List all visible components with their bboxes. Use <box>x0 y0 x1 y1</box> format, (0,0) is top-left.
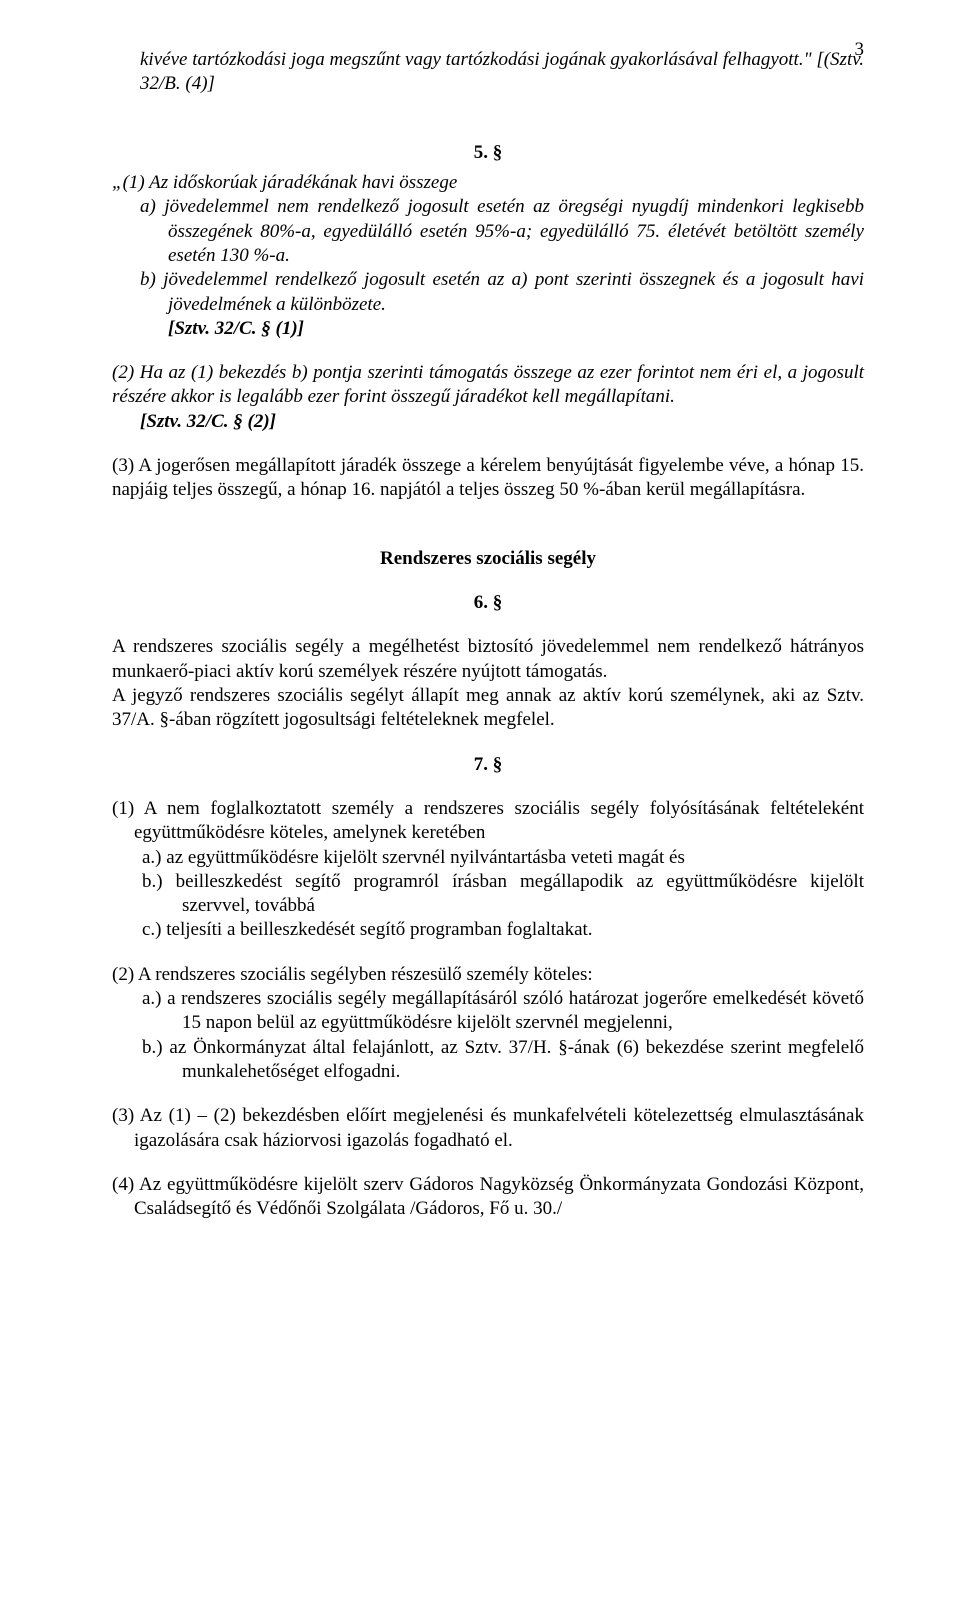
document-page: 3 kivéve tartózkodási joga megszűnt vagy… <box>0 0 960 1603</box>
sec5-p1-lead: „(1) Az időskorúak járadékának havi össz… <box>112 171 864 195</box>
sec7-p2-lead: (2) A rendszeres szociális segélyben rés… <box>112 963 864 987</box>
section-6-number: 6. § <box>112 591 864 615</box>
sec7-p2-a: a.) a rendszeres szociális segély megáll… <box>112 987 864 1036</box>
sec5-p3: (3) A jogerősen megállapított járadék ös… <box>112 454 864 503</box>
sec7-p2-b: b.) az Önkormányzat által felajánlott, a… <box>112 1036 864 1085</box>
sec5-p1-cite-text: [Sztv. 32/C. § (1)] <box>168 318 304 339</box>
sec7-p3: (3) Az (1) – (2) bekezdésben előírt megj… <box>112 1104 864 1153</box>
sec7-p1-c: c.) teljesíti a beilleszkedését segítő p… <box>112 918 864 942</box>
sec5-p2-cite: [Sztv. 32/C. § (2)] <box>112 410 864 434</box>
intro-italic-text: kivéve tartózkodási joga megszűnt vagy t… <box>112 48 864 97</box>
sec5-p1-cite: [Sztv. 32/C. § (1)] <box>112 317 864 341</box>
sec7-p1-lead: (1) A nem foglalkoztatott személy a rend… <box>112 797 864 846</box>
sec7-p1-b: b.) beilleszkedést segítő programról írá… <box>112 870 864 919</box>
section-5-number: 5. § <box>112 141 864 165</box>
sec6-p2: A jegyző rendszeres szociális segélyt ál… <box>112 684 864 733</box>
page-number: 3 <box>855 38 865 62</box>
section-rss-title: Rendszeres szociális segély <box>112 547 864 571</box>
sec7-p1-a: a.) az együttműködésre kijelölt szervnél… <box>112 846 864 870</box>
sec5-p2-cite-text: [Sztv. 32/C. § (2)] <box>140 411 276 432</box>
sec5-p1-a: a) jövedelemmel nem rendelkező jogosult … <box>112 195 864 268</box>
sec7-p4: (4) Az együttműködésre kijelölt szerv Gá… <box>112 1173 864 1222</box>
sec5-p1-b: b) jövedelemmel rendelkező jogosult eset… <box>112 268 864 317</box>
sec5-p2: (2) Ha az (1) bekezdés b) pontja szerint… <box>112 361 864 410</box>
sec6-p1: A rendszeres szociális segély a megélhet… <box>112 635 864 684</box>
section-7-number: 7. § <box>112 753 864 777</box>
